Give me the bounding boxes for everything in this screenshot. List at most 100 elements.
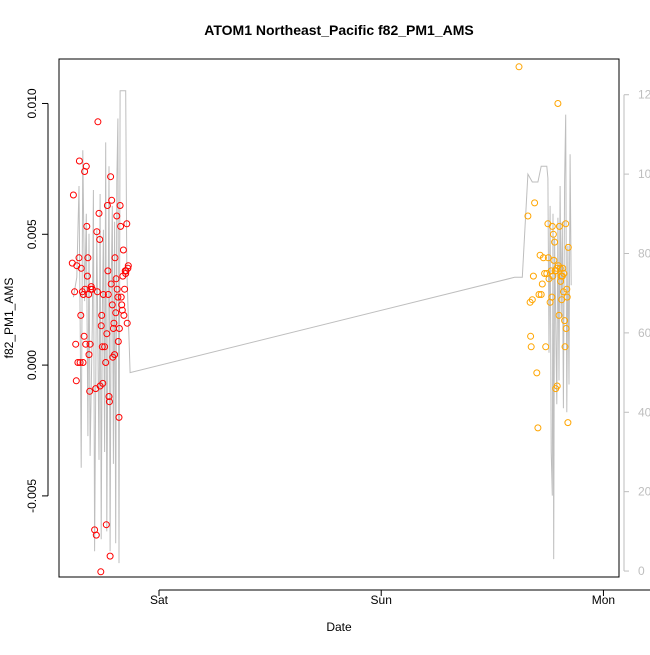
scatter-point [93,228,101,236]
scatter-point [119,246,127,254]
scatter-point [77,311,85,319]
scatter-point [556,264,564,272]
scatter-point [553,382,561,390]
scatter-point [116,202,124,209]
y2-tick-label: 8000 [638,246,650,260]
scatter-point [534,424,542,432]
scatter-point [123,319,131,327]
scatter-point [105,393,113,400]
scatter-point [550,256,558,264]
scatter-point [106,552,114,560]
scatter-point [538,280,546,288]
scatter-point [102,521,110,529]
scatter-point [537,291,545,298]
scatter-point [82,162,90,170]
scatter-point [559,264,567,272]
scatter-point [83,222,91,230]
scatter-point [118,301,126,309]
x-tick-label: Mon [592,593,615,607]
y-tick-label: 0.005 [25,219,39,249]
scatter-point [97,568,105,576]
scatter-point [96,236,104,243]
axes-layer: SatSunMonTue-0.0050.0000.0050.0100200040… [25,88,650,607]
y2-tick-label: 4000 [638,405,650,419]
y2-tick-label: 10000 [638,167,650,181]
scatter-point [531,199,539,207]
scatter-point [562,220,570,228]
scatter-point [97,322,105,330]
scatter-point [558,296,566,304]
scatter-point [561,343,569,351]
scatter-point [123,220,131,228]
scatter-point [102,359,110,366]
scatter-point [101,343,109,351]
scatter-point [551,238,559,246]
scatter-point [555,222,563,230]
scatter-point [75,254,83,262]
plot-frame [58,58,620,578]
scatter-point [549,230,557,238]
scatter-point [555,311,563,319]
scatter-point [124,262,132,270]
scatter-point [104,267,112,275]
scatter-point [564,243,572,251]
scatter-point [560,270,568,277]
scatter-point [515,63,523,71]
chart-title: ATOM1 Northeast_Pacific f82_PM1_AMS [204,22,473,38]
scatter-point [108,196,116,204]
scatter-point [112,309,120,317]
scatter-point [82,340,90,348]
scatter-point [80,332,88,340]
scatter-point [121,285,129,293]
x-axis-label: Date [326,620,352,634]
scatter-point [75,157,83,165]
secondary-line-layer [72,90,572,564]
scatter-point [98,343,106,351]
y2-tick-label: 2000 [638,485,650,499]
scatter-point [92,531,100,539]
scatter-point [99,291,107,298]
scatter-point [124,264,132,272]
scatter-point [72,377,80,385]
scatter-point [113,285,121,293]
y-axis-label: f82_PM1_AMS [2,278,16,359]
scatter-point [85,351,93,359]
scatter-point [111,254,119,262]
scatter-point [548,222,556,230]
scatter-point [535,291,543,298]
scatter-points-layer [68,63,572,576]
scatter-point [105,398,113,406]
x-tick-label: Sun [371,593,392,607]
y-tick-label: -0.005 [25,479,39,513]
scatter-point [84,254,92,262]
scatter-point [544,254,552,262]
scatter-point [103,330,111,338]
scatter-point [79,359,87,366]
scatter-point [83,272,91,280]
scatter-point [114,293,122,301]
scatter-point [533,369,541,377]
scatter-point [117,222,125,230]
scatter-point [108,301,116,309]
scatter-point [561,317,569,325]
y2-tick-label: 6000 [638,326,650,340]
scatter-point [104,291,112,298]
scatter-point [527,332,535,340]
scatter-point [95,209,103,217]
scatter-point [548,293,556,301]
scatter-point [86,340,94,348]
scatter-point [115,413,123,421]
scatter-point [72,340,80,348]
scatter-point [99,379,107,387]
scatter-point [93,288,101,296]
scatter-point [542,343,550,351]
x-tick-label: Sat [150,593,169,607]
y-tick-label: 0.010 [25,88,39,118]
scatter-point [113,212,121,220]
scatter-point [69,191,77,199]
scatter-point [112,275,120,283]
scatter-point [120,311,128,319]
secondary-trace-line [72,90,572,564]
